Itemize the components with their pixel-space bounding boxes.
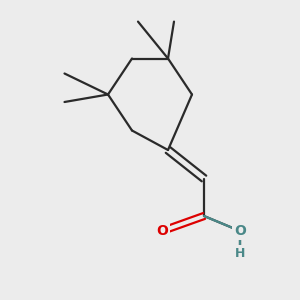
Text: O: O (156, 224, 168, 238)
Text: H: H (235, 247, 245, 260)
Text: O: O (234, 224, 246, 238)
